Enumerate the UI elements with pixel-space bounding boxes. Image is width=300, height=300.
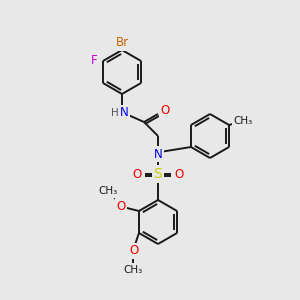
Text: O: O <box>132 167 142 181</box>
Text: CH₃: CH₃ <box>233 116 253 126</box>
Text: N: N <box>120 106 128 119</box>
Text: O: O <box>129 244 139 257</box>
Text: CH₃: CH₃ <box>123 265 142 275</box>
Text: S: S <box>154 167 162 181</box>
Text: O: O <box>174 167 184 181</box>
Text: Br: Br <box>116 37 129 50</box>
Text: O: O <box>116 200 126 212</box>
Text: CH₃: CH₃ <box>98 186 118 196</box>
Text: N: N <box>154 148 162 160</box>
Text: H: H <box>111 108 119 118</box>
Text: F: F <box>91 53 97 67</box>
Text: O: O <box>160 104 169 118</box>
